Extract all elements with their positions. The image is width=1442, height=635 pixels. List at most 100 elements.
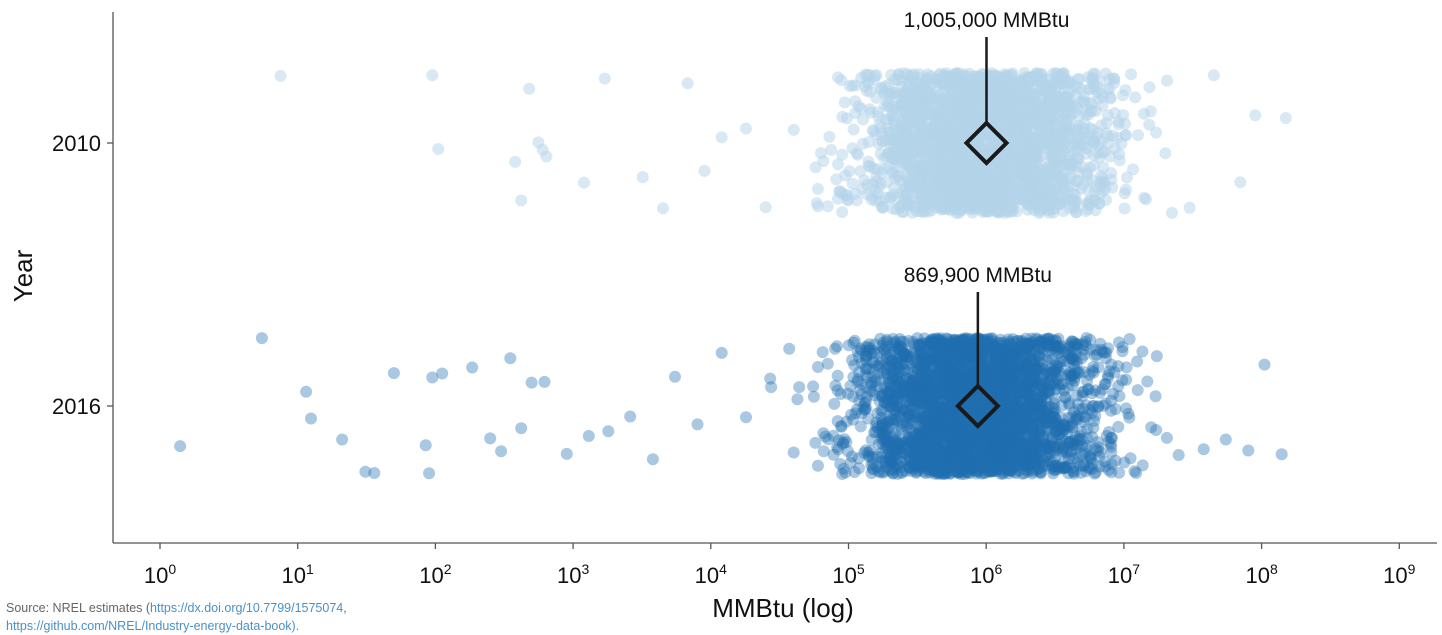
data-point-2010 (1071, 150, 1084, 163)
data-point-2010 (1048, 202, 1061, 215)
data-point-2010 (432, 143, 445, 155)
data-point-2010 (1022, 189, 1035, 202)
data-point-2010 (1108, 142, 1121, 155)
data-point-2010 (940, 131, 953, 144)
data-point-2016 (423, 467, 436, 480)
data-point-2016 (368, 467, 381, 479)
data-point-2010 (836, 206, 849, 219)
data-point-2010 (1063, 132, 1076, 145)
data-point-2010 (578, 176, 590, 189)
data-point-2010 (1207, 69, 1220, 82)
data-point-2010 (1044, 96, 1056, 109)
data-point-2010 (825, 143, 838, 156)
data-point-2010 (998, 117, 1011, 130)
data-point-2010 (1080, 166, 1093, 179)
data-point-2010 (698, 164, 711, 177)
points-2010 (274, 67, 1292, 219)
data-point-2016 (305, 412, 317, 425)
data-point-2016 (560, 447, 573, 460)
data-point-2010 (1159, 147, 1172, 160)
data-point-2010 (1007, 149, 1020, 162)
data-point-2010 (994, 97, 1007, 110)
data-point-2010 (896, 105, 908, 118)
data-point-2016 (1149, 390, 1162, 403)
data-point-2010 (847, 123, 860, 136)
data-point-2010 (923, 107, 935, 120)
data-point-2010 (1023, 86, 1036, 98)
data-point-2010 (426, 69, 439, 82)
data-point-2010 (967, 113, 980, 125)
data-point-2010 (933, 117, 946, 130)
data-point-2016 (669, 370, 681, 383)
data-point-2010 (838, 96, 851, 109)
data-point-2010 (921, 68, 934, 81)
data-point-2010 (540, 150, 553, 163)
data-point-2010 (274, 69, 287, 82)
data-point-2010 (920, 85, 933, 98)
data-point-2010 (1143, 81, 1156, 94)
data-point-2010 (836, 110, 849, 123)
data-point-2010 (876, 201, 889, 214)
data-point-2010 (999, 191, 1012, 204)
data-point-2010 (960, 168, 972, 181)
data-point-2010 (942, 95, 955, 108)
data-point-2010 (1021, 203, 1034, 216)
data-point-2016 (807, 390, 820, 403)
data-point-2016 (495, 445, 508, 458)
data-point-2016 (1131, 355, 1144, 368)
data-point-2010 (909, 85, 922, 98)
data-point-2010 (1070, 174, 1083, 187)
data-point-2010 (942, 70, 955, 83)
data-point-2010 (810, 197, 823, 210)
data-point-2010 (985, 187, 998, 200)
data-point-2010 (882, 147, 895, 159)
data-point-2010 (1118, 202, 1131, 215)
data-point-2016 (787, 446, 800, 459)
data-point-2010 (984, 199, 997, 212)
data-point-2010 (931, 154, 944, 167)
data-point-2010 (857, 113, 869, 126)
data-point-2010 (850, 194, 863, 207)
data-point-2016 (858, 446, 871, 459)
data-point-2010 (980, 137, 993, 150)
data-point-2016 (466, 361, 479, 374)
data-point-2016 (255, 332, 268, 345)
data-point-2010 (874, 177, 887, 190)
data-point-2010 (1087, 148, 1100, 161)
data-point-2010 (1094, 176, 1107, 188)
data-point-2010 (598, 72, 611, 85)
data-point-2010 (834, 185, 846, 198)
data-point-2010 (906, 69, 919, 82)
data-point-2010 (988, 69, 1001, 82)
data-point-2010 (1143, 118, 1156, 131)
data-point-2016 (816, 346, 829, 359)
data-point-2010 (1061, 99, 1074, 112)
data-point-2010 (950, 147, 963, 160)
data-point-2016 (300, 385, 313, 398)
data-point-2016 (811, 459, 824, 472)
data-point-2010 (883, 88, 896, 101)
data-point-2010 (937, 106, 950, 119)
data-point-2010 (681, 77, 694, 90)
data-point-2010 (821, 200, 834, 213)
data-point-2010 (715, 131, 728, 144)
data-point-2010 (889, 131, 902, 144)
data-point-2010 (1080, 105, 1093, 118)
data-point-2010 (1078, 127, 1091, 139)
data-point-2010 (862, 136, 875, 148)
data-point-2010 (1119, 84, 1132, 97)
data-point-2016 (1197, 443, 1210, 456)
data-point-2010 (1166, 206, 1178, 219)
data-point-2010 (1096, 146, 1109, 159)
data-point-2010 (1071, 196, 1084, 209)
data-point-2010 (882, 99, 895, 111)
data-point-2010 (849, 79, 862, 92)
data-point-2010 (1054, 151, 1067, 164)
data-point-2016 (387, 367, 400, 380)
data-point-2016 (174, 440, 187, 453)
data-point-2016 (807, 380, 820, 393)
data-point-2010 (787, 123, 800, 136)
data-point-2016 (691, 418, 704, 431)
data-point-2016 (419, 439, 432, 452)
data-point-2016 (525, 376, 538, 389)
